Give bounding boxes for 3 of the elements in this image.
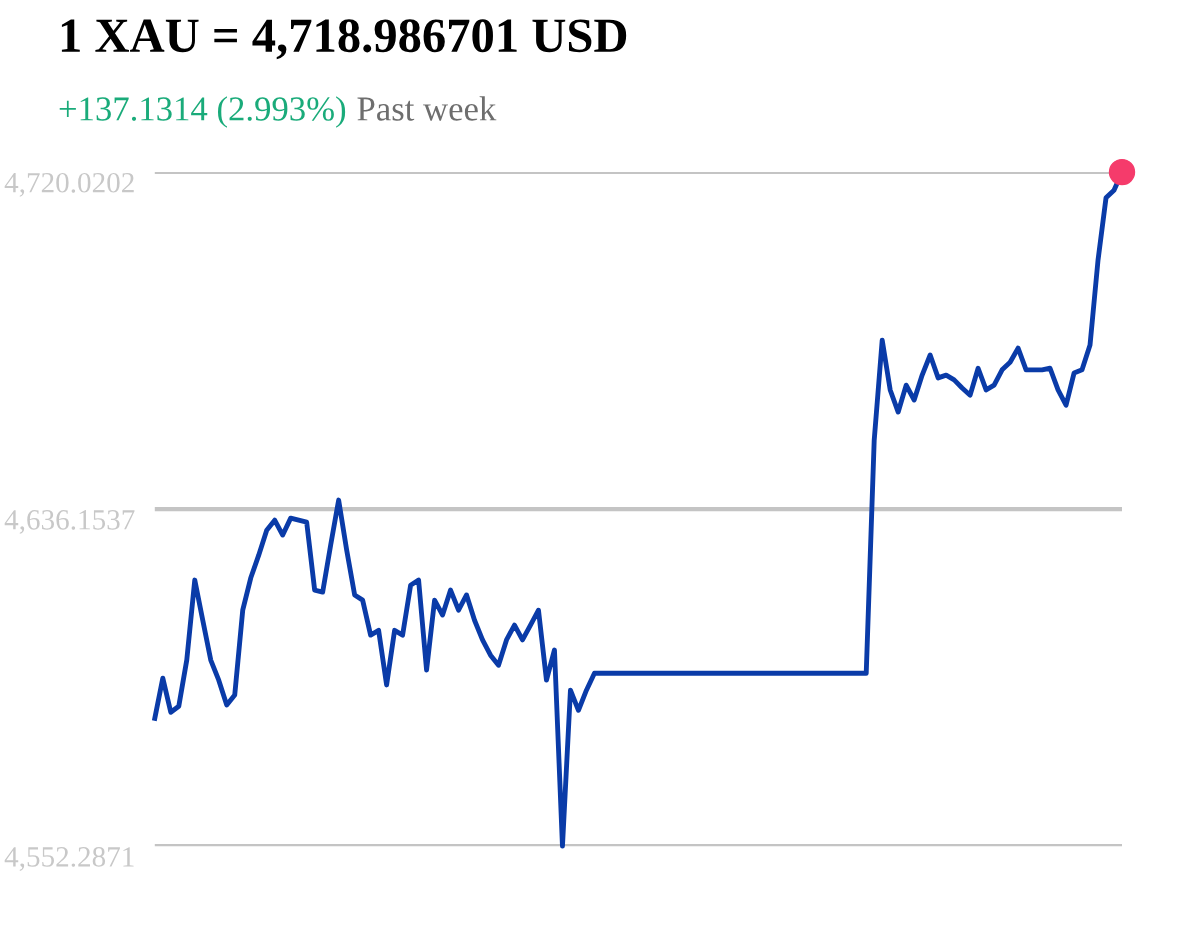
chart-title: 1 XAU = 4,718.986701 USD bbox=[61, 19, 627, 60]
chart-subtitle: +137.1314 (2.993%) bbox=[59, 96, 346, 128]
text: Past week bbox=[357, 96, 497, 121]
